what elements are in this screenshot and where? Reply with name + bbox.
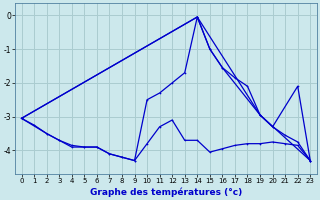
X-axis label: Graphe des températures (°c): Graphe des températures (°c) — [90, 187, 242, 197]
